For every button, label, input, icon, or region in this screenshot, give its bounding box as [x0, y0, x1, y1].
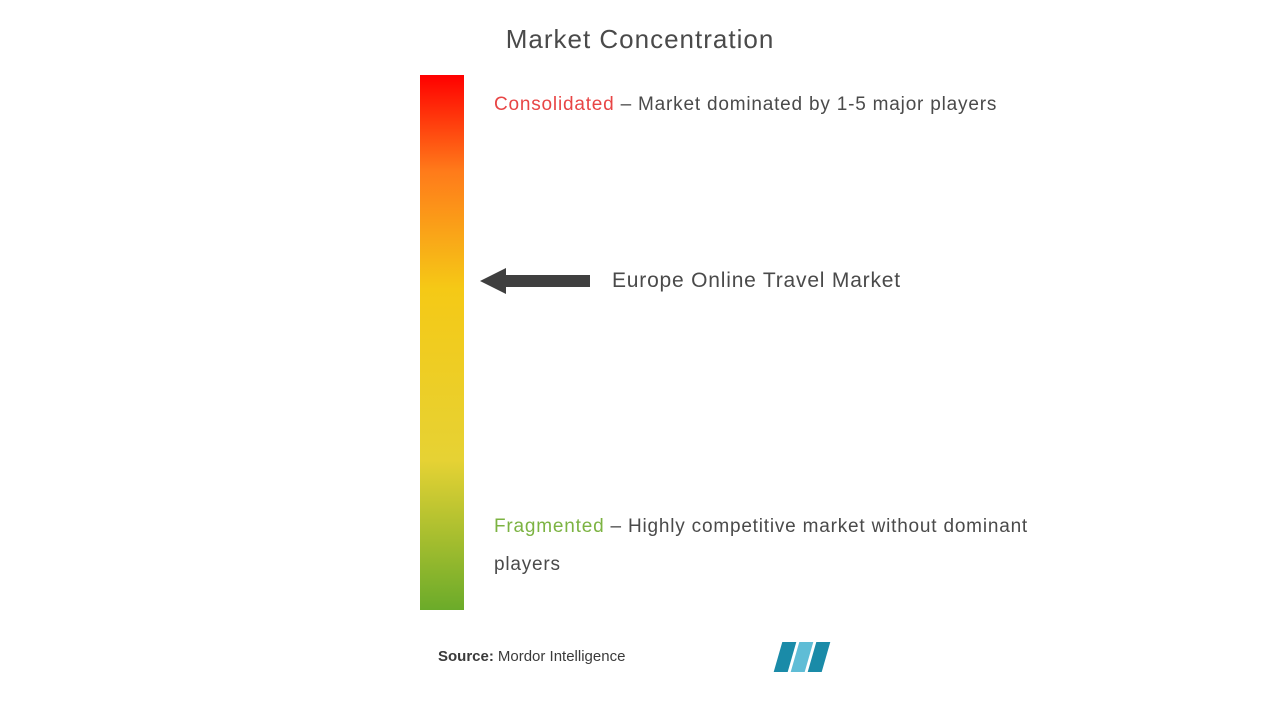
fragmented-label: Fragmented [494, 516, 604, 537]
market-pointer-group: Europe Online Travel Market [480, 266, 901, 296]
source-prefix: Source: [438, 648, 494, 665]
market-name-label: Europe Online Travel Market [612, 269, 901, 293]
consolidated-desc-text: – Market dominated by 1-5 major players [615, 94, 998, 115]
fragmented-description: Fragmented – Highly competitive market w… [494, 508, 1034, 584]
source-name: Mordor Intelligence [498, 648, 626, 665]
mordor-logo-icon [778, 642, 830, 672]
page-title: Market Concentration [0, 24, 1280, 55]
consolidated-description: Consolidated – Market dominated by 1-5 m… [494, 86, 1004, 124]
consolidated-label: Consolidated [494, 94, 615, 115]
concentration-gradient-bar [420, 75, 464, 610]
source-attribution: Source: Mordor Intelligence [438, 648, 625, 665]
arrow-left-icon [480, 266, 590, 296]
